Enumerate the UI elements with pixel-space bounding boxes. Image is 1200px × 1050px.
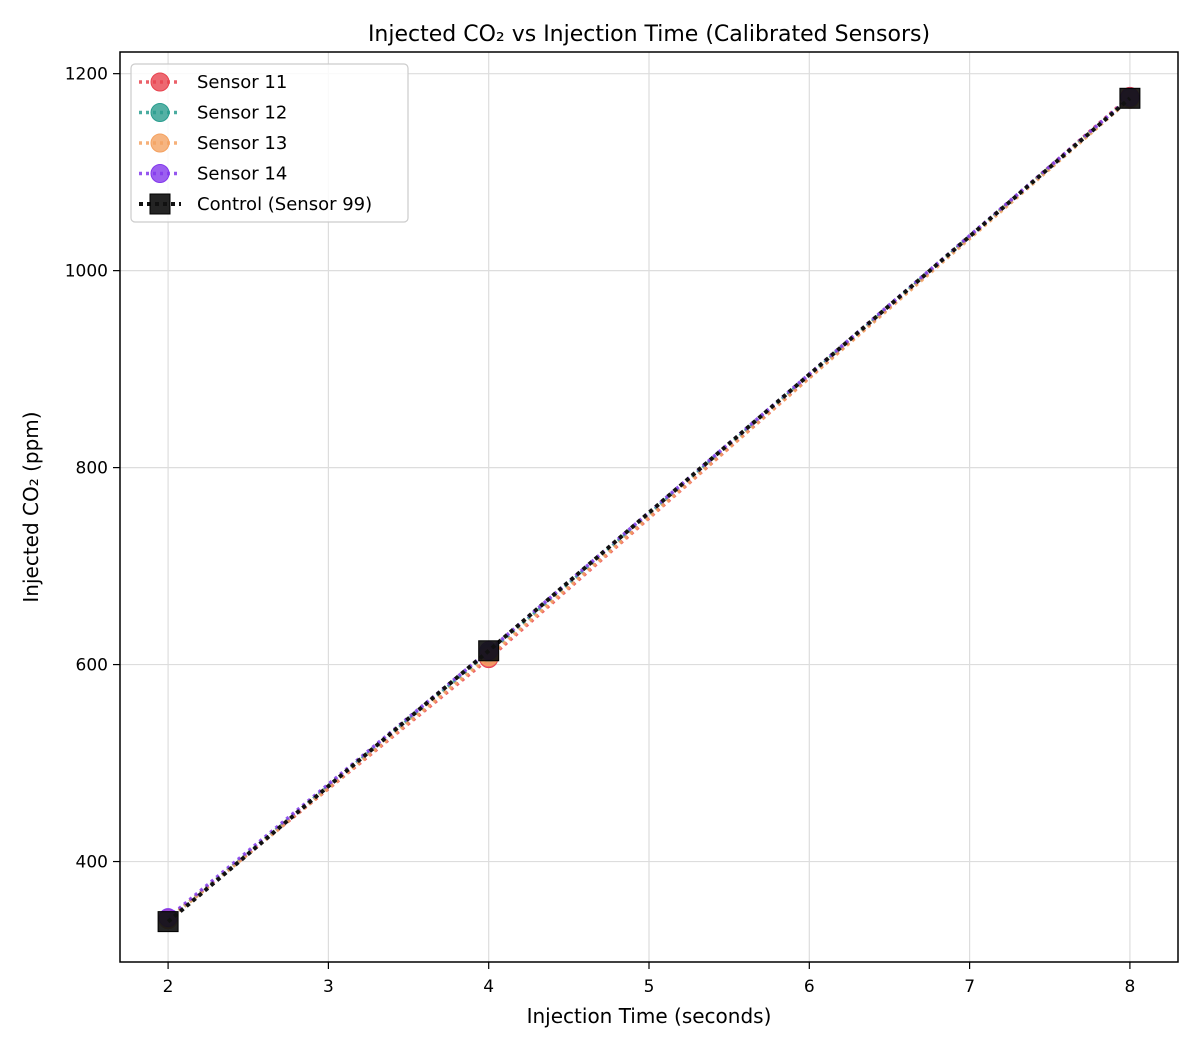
data-point [157, 911, 179, 933]
legend-marker [149, 193, 171, 215]
legend-marker [150, 103, 170, 122]
x-tick-label: 4 [483, 977, 494, 997]
x-tick-label: 6 [804, 977, 815, 997]
chart-title: Injected CO₂ vs Injection Time (Calibrat… [368, 22, 930, 47]
legend-box [130, 63, 409, 223]
x-tick-label: 8 [1124, 977, 1135, 997]
legend-label: Sensor 12 [197, 103, 287, 124]
data-point [1119, 87, 1141, 109]
x-tick-label: 2 [163, 977, 174, 997]
legend-item: Sensor 13 [139, 133, 287, 154]
legend-item: Sensor 11 [139, 72, 287, 93]
y-tick-label: 1000 [65, 262, 108, 282]
data-point [478, 640, 500, 662]
series-layer [157, 86, 1141, 933]
legend-marker [150, 164, 170, 183]
series-control-sensor-99 [157, 87, 1141, 933]
y-tick-label: 600 [76, 656, 108, 676]
legend-label: Sensor 13 [197, 133, 287, 154]
grid-lines [120, 52, 1178, 962]
x-tick-label: 7 [964, 977, 975, 997]
legend-label: Control (Sensor 99) [197, 194, 372, 215]
legend-marker [150, 133, 170, 153]
y-tick-label: 1200 [65, 65, 108, 85]
legend-label: Sensor 14 [197, 164, 287, 185]
legend-item: Sensor 14 [139, 164, 287, 185]
y-axis-label: Injected CO₂ (ppm) [19, 411, 43, 602]
legend-marker [150, 72, 170, 92]
y-tick-label: 800 [76, 459, 108, 479]
x-tick-label: 3 [323, 977, 334, 997]
legend-item: Control (Sensor 99) [139, 193, 372, 215]
legend-item: Sensor 12 [139, 103, 287, 124]
axis-ticks: 2 3 4 5 6 7 8 400 600 800 1000 1200 [65, 65, 1136, 997]
legend-label: Sensor 11 [197, 72, 287, 93]
x-tick-label: 5 [644, 977, 655, 997]
legend: Sensor 11 Sensor 12 Sensor 13 Sensor 14 Cont… [130, 63, 409, 223]
y-tick-label: 400 [76, 853, 108, 873]
x-axis-label: Injection Time (seconds) [527, 1004, 772, 1028]
